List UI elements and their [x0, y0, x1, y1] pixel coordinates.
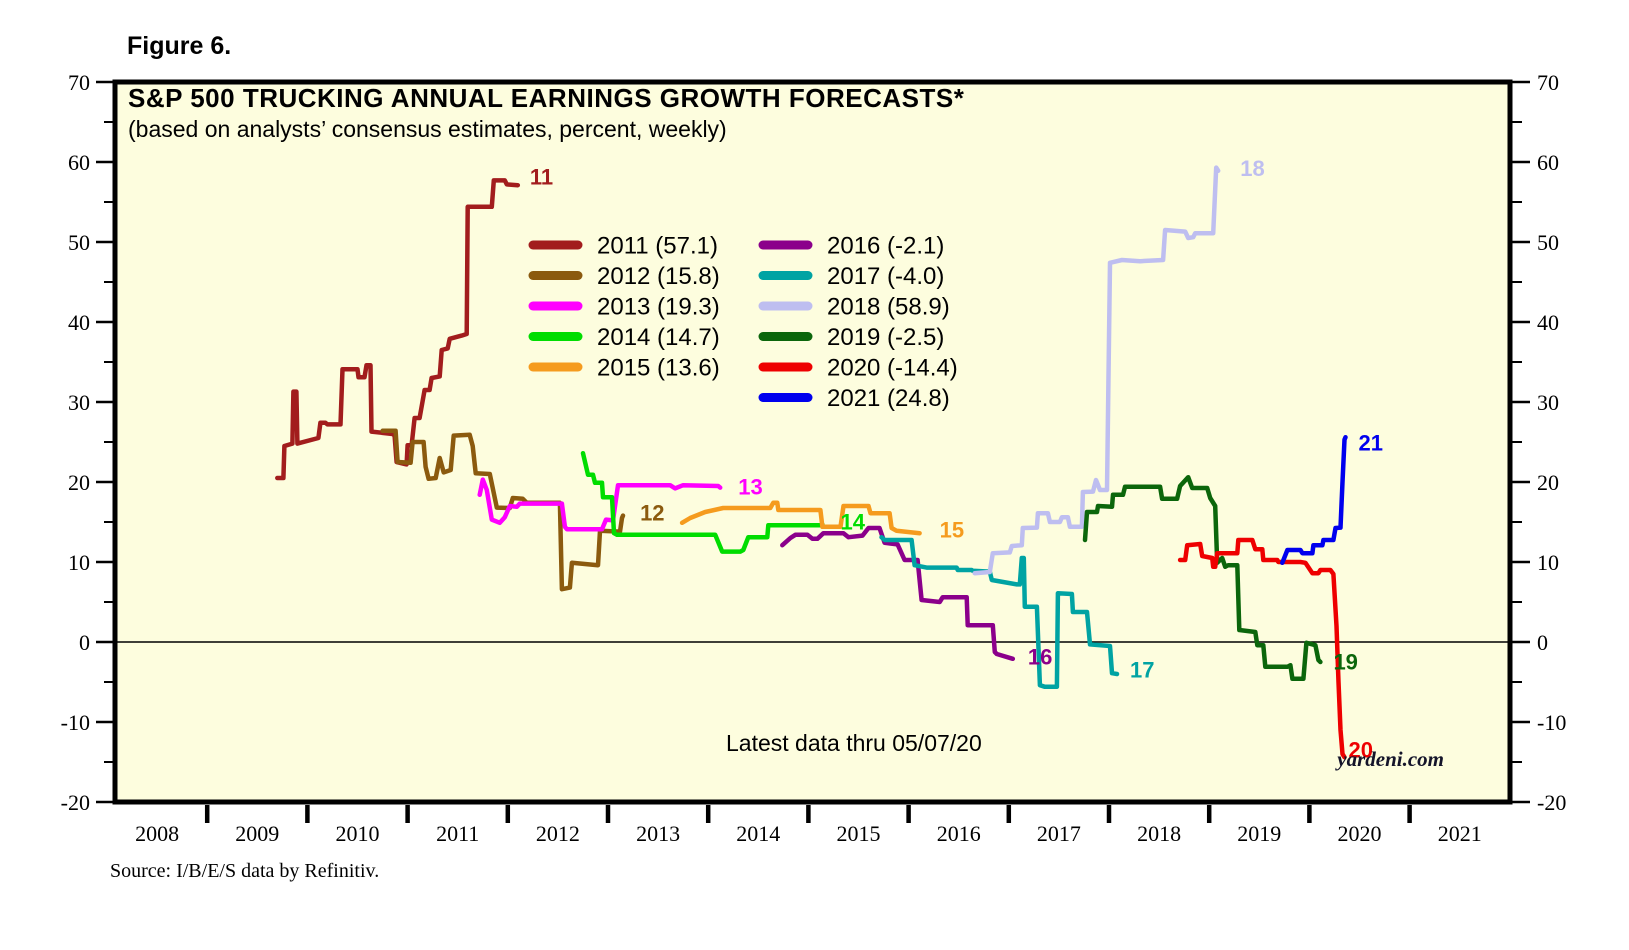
- chart-subtitle: (based on analysts’ consensus estimates,…: [128, 116, 727, 142]
- y-axis-label-right: -10: [1537, 710, 1566, 735]
- legend-label-2016: 2016 (-2.1): [827, 233, 944, 260]
- y-axis-label-right: 30: [1537, 390, 1559, 415]
- x-axis-label: 2017: [1037, 821, 1081, 846]
- series-end-label-2016: 16: [1028, 645, 1052, 670]
- series-end-labels: 11 12 13 14 15 16 17 18 19 20 21: [530, 156, 1383, 763]
- watermark-yardeni: yardeni.com: [1334, 747, 1444, 771]
- series-end-label-2020: 20: [1348, 738, 1372, 763]
- x-axis-label: 2016: [937, 821, 981, 846]
- y-axis-label-left: 40: [68, 310, 90, 335]
- series-line-2021: [1280, 434, 1348, 566]
- x-axis-label: 2012: [536, 821, 580, 846]
- series-end-label-2017: 17: [1130, 658, 1154, 683]
- legend-label-2013: 2013 (19.3): [597, 294, 720, 321]
- y-axis-label-right: 40: [1537, 310, 1559, 335]
- series-line-2014: [580, 450, 825, 554]
- series-end-label-2014: 14: [840, 510, 865, 535]
- x-axis-label: 2018: [1137, 821, 1181, 846]
- x-axis-label: 2014: [736, 821, 780, 846]
- legend-label-2017: 2017 (-4.0): [827, 263, 944, 290]
- y-axis-label-left: -20: [61, 790, 90, 815]
- source-note: Source: I/B/E/S data by Refinitiv.: [110, 860, 379, 882]
- latest-data-note: Latest data thru 05/07/20: [726, 730, 982, 756]
- series-end-label-2015: 15: [940, 518, 964, 543]
- y-axis-label-right: -20: [1537, 790, 1566, 815]
- y-axis-label-left: 60: [68, 150, 90, 175]
- y-axis-label-right: 60: [1537, 150, 1559, 175]
- x-axis-label: 2020: [1338, 821, 1382, 846]
- figure-label: Figure 6.: [127, 32, 231, 60]
- legend-label-2012: 2012 (15.8): [597, 263, 720, 290]
- legend: 2011 (57.1) 2012 (15.8) 2013 (19.3) 2014 (1…: [528, 233, 958, 412]
- legend-label-2021: 2021 (24.8): [827, 385, 950, 412]
- x-axis-label: 2008: [135, 821, 179, 846]
- x-axis-label: 2019: [1237, 821, 1281, 846]
- y-axis-label-right: 70: [1537, 70, 1559, 95]
- x-axis-label: 2013: [636, 821, 680, 846]
- y-axis-label-left: 30: [68, 390, 90, 415]
- x-axis-label: 2011: [436, 821, 479, 846]
- series-end-label-2021: 21: [1358, 430, 1382, 455]
- legend-label-2015: 2015 (13.6): [597, 355, 720, 382]
- y-axis-label-left: 10: [68, 550, 90, 575]
- y-axis-label-left: -10: [61, 710, 90, 735]
- series-end-label-2013: 13: [738, 474, 762, 499]
- legend-label-2011: 2011 (57.1): [597, 233, 718, 260]
- y-axis-label-left: 70: [68, 70, 90, 95]
- legend-label-2020: 2020 (-14.4): [827, 355, 958, 382]
- legend-label-2014: 2014 (14.7): [597, 324, 720, 351]
- legend-label-2018: 2018 (58.9): [827, 294, 950, 321]
- series-line-2015: [679, 500, 922, 536]
- y-axis-label-right: 0: [1537, 630, 1548, 655]
- series-end-label-2019: 19: [1333, 650, 1357, 675]
- y-axis-label-left: 50: [68, 230, 90, 255]
- series-line-2012: [380, 428, 626, 592]
- series-end-label-2018: 18: [1240, 156, 1264, 181]
- y-axis-label-right: 50: [1537, 230, 1559, 255]
- x-axis-label: 2015: [837, 821, 881, 846]
- y-axis-label-right: 20: [1537, 470, 1559, 495]
- series-end-label-2012: 12: [640, 501, 664, 526]
- x-axis-label: 2009: [235, 821, 279, 846]
- y-axis-label-left: 0: [79, 630, 90, 655]
- series-line-2017: [879, 534, 1120, 690]
- series-lines: [275, 165, 1348, 760]
- y-axis-label-left: 20: [68, 470, 90, 495]
- plot-area: [112, 79, 1513, 805]
- x-axis-label: 2021: [1438, 821, 1482, 846]
- series-line-2016: [780, 525, 1016, 662]
- series-end-label-2011: 11: [530, 165, 553, 190]
- x-axis-label: 2010: [336, 821, 380, 846]
- y-axis-label-right: 10: [1537, 550, 1559, 575]
- series-line-2020: [1177, 537, 1347, 760]
- series-line-2018: [972, 165, 1221, 576]
- legend-label-2019: 2019 (-2.5): [827, 324, 944, 351]
- chart-title: S&P 500 TRUCKING ANNUAL EARNINGS GROWTH …: [128, 83, 965, 113]
- series-line-2013: [477, 477, 723, 532]
